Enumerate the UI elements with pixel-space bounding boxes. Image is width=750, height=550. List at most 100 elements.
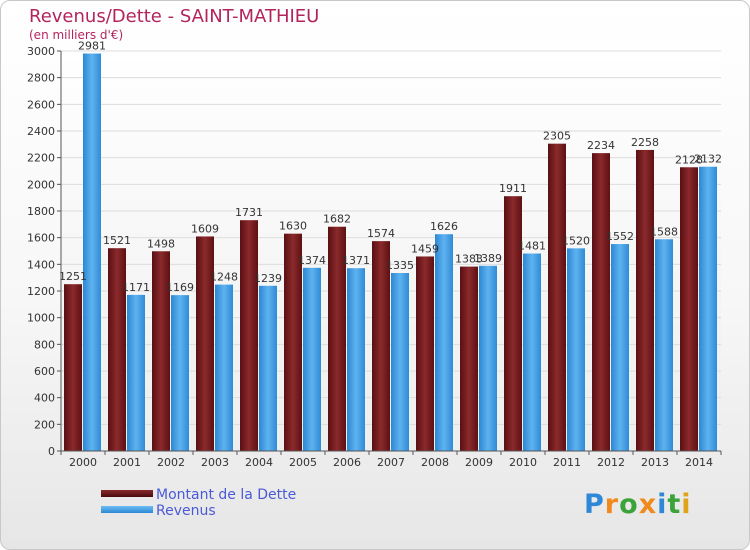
data-label: 1169 [166, 281, 194, 294]
bar-revenus-2001 [127, 294, 145, 451]
proxiti-logo: Proxiti [584, 489, 692, 520]
bar-revenus-2012 [611, 244, 629, 451]
x-tick-label: 2007 [377, 456, 405, 469]
bar-dette-2010 [504, 196, 522, 451]
bar-revenus-2013 [655, 239, 673, 451]
bar-revenus-2005 [303, 267, 321, 451]
y-tick-label: 400 [34, 392, 55, 405]
data-label: 2132 [694, 153, 722, 166]
data-label: 1682 [323, 213, 351, 226]
data-label: 2981 [78, 40, 106, 53]
bar-revenus-2010 [523, 253, 541, 451]
data-label: 1911 [499, 182, 527, 195]
bar-dette-2002 [152, 251, 170, 451]
bar-dette-2000 [64, 284, 82, 451]
data-label: 2305 [543, 130, 571, 143]
data-label: 1552 [606, 230, 634, 243]
x-tick-label: 2010 [509, 456, 537, 469]
legend-swatch-revenus [101, 506, 153, 513]
y-tick-label: 3000 [27, 45, 55, 58]
y-tick-label: 200 [34, 418, 55, 431]
data-label: 2234 [587, 139, 615, 152]
bar-revenus-2000 [83, 53, 101, 452]
data-label: 1498 [147, 237, 175, 250]
data-label: 1481 [518, 240, 546, 253]
y-tick-label: 2200 [27, 152, 55, 165]
bar-revenus-2011 [567, 248, 585, 451]
bar-dette-2014 [680, 167, 698, 451]
bar-revenus-2004 [259, 285, 277, 451]
x-tick-label: 2002 [157, 456, 185, 469]
data-label: 1459 [411, 242, 439, 255]
bar-dette-2004 [240, 220, 258, 451]
x-tick-label: 2008 [421, 456, 449, 469]
legend-label-dette: Montant de la Dette [156, 487, 297, 503]
bar-revenus-2002 [171, 295, 189, 451]
chart-subtitle: (en milliers d'€) [29, 28, 124, 42]
legend-label-revenus: Revenus [156, 503, 216, 519]
x-tick-label: 2000 [69, 456, 97, 469]
data-label: 1383 [455, 253, 483, 266]
bar-dette-2006 [328, 226, 346, 451]
bar-dette-2012 [592, 153, 610, 451]
bar-revenus-2014 [699, 166, 717, 451]
x-tick-label: 2012 [597, 456, 625, 469]
y-tick-label: 1400 [27, 258, 55, 271]
data-label: 1626 [430, 220, 458, 233]
bar-revenus-2008 [435, 234, 453, 451]
y-tick-label: 2000 [27, 178, 55, 191]
bar-dette-2009 [460, 266, 478, 451]
data-label: 1389 [474, 252, 502, 265]
x-tick-label: 2006 [333, 456, 361, 469]
x-tick-label: 2005 [289, 456, 317, 469]
y-tick-label: 1000 [27, 312, 55, 325]
data-label: 1248 [210, 271, 238, 284]
data-label: 2258 [631, 136, 659, 149]
bar-dette-2008 [416, 256, 434, 451]
data-label: 1239 [254, 272, 282, 285]
x-tick-label: 2009 [465, 456, 493, 469]
data-label: 1520 [562, 234, 590, 247]
data-label: 1251 [59, 270, 87, 283]
y-tick-label: 1600 [27, 232, 55, 245]
data-label: 2128 [675, 153, 703, 166]
bar-dette-2013 [636, 149, 654, 451]
y-tick-label: 0 [48, 445, 55, 458]
x-tick-label: 2004 [245, 456, 273, 469]
bar-revenus-2003 [215, 284, 233, 451]
x-tick-label: 2011 [553, 456, 581, 469]
y-tick-label: 600 [34, 365, 55, 378]
data-label: 1335 [386, 259, 414, 272]
y-tick-label: 1200 [27, 285, 55, 298]
x-tick-label: 2003 [201, 456, 229, 469]
data-label: 1171 [122, 281, 150, 294]
data-label: 1521 [103, 234, 131, 247]
bar-revenus-2009 [479, 265, 497, 451]
data-label: 1588 [650, 225, 678, 238]
data-label: 1374 [298, 254, 326, 267]
x-tick-label: 2014 [685, 456, 713, 469]
legend-swatch-dette [101, 490, 153, 497]
bar-dette-2005 [284, 233, 302, 451]
data-label: 1371 [342, 254, 370, 267]
bar-dette-2001 [108, 248, 126, 451]
data-label: 1574 [367, 227, 395, 240]
data-label: 1731 [235, 206, 263, 219]
y-tick-label: 1800 [27, 205, 55, 218]
bar-revenus-2006 [347, 268, 365, 451]
bar-revenus-2007 [391, 273, 409, 451]
x-tick-label: 2001 [113, 456, 141, 469]
y-tick-label: 2800 [27, 72, 55, 85]
bar-dette-2007 [372, 241, 390, 451]
x-tick-label: 2013 [641, 456, 669, 469]
bar-dette-2003 [196, 236, 214, 451]
y-tick-label: 2400 [27, 125, 55, 138]
chart-title: Revenus/Dette - SAINT-MATHIEU [29, 6, 320, 27]
y-tick-label: 800 [34, 338, 55, 351]
data-label: 1609 [191, 222, 219, 235]
data-label: 1630 [279, 220, 307, 233]
bar-dette-2011 [548, 143, 566, 451]
y-tick-label: 2600 [27, 98, 55, 111]
